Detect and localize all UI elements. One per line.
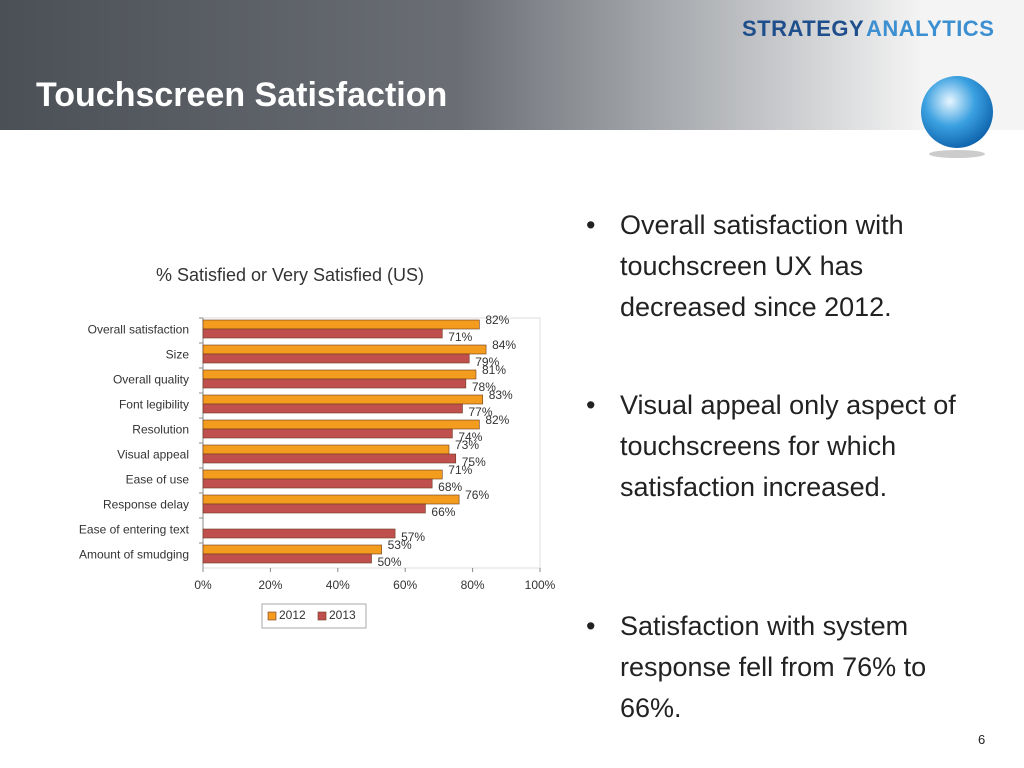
bar (202, 503, 426, 514)
y-tick-label: Response delay (103, 498, 189, 512)
data-label: 66% (431, 505, 455, 519)
header-band (0, 0, 1024, 130)
data-label: 84% (492, 338, 516, 352)
legend-label: 2013 (329, 608, 356, 622)
data-label: 76% (465, 488, 489, 502)
bar (202, 344, 487, 355)
globe (921, 76, 993, 158)
y-tick-label: Overall satisfaction (88, 323, 189, 337)
y-tick-label: Size (166, 348, 190, 362)
bar (202, 553, 372, 564)
x-tick-label: 40% (326, 578, 350, 592)
bullet-text: Satisfaction with system response fell f… (620, 611, 927, 723)
y-tick-label: Ease of entering text (79, 523, 190, 537)
bar (202, 453, 457, 464)
logo-text: STRATEGY (742, 16, 865, 41)
bar (202, 494, 460, 505)
y-tick-label: Overall quality (113, 373, 189, 387)
data-label: 50% (378, 555, 402, 569)
x-tick-label: 80% (461, 578, 485, 592)
bar (202, 428, 453, 439)
bullet-text: Visual appeal only aspect of touchscreen… (620, 390, 956, 502)
bar (202, 444, 450, 455)
x-tick-label: 0% (194, 578, 212, 592)
data-label: 53% (388, 538, 412, 552)
y-tick-label: Font legibility (119, 398, 189, 412)
bar (202, 319, 480, 330)
chart: % Satisfied or Very Satisfied (US) 0% 20%… (79, 265, 556, 629)
data-label: 71% (448, 463, 472, 477)
legend-label: 2012 (279, 608, 306, 622)
bullet-text: Overall satisfaction with touchscreen UX… (620, 210, 904, 322)
bar (202, 353, 470, 364)
legend-box (261, 603, 367, 629)
data-label: 75% (462, 455, 486, 469)
data-label: 81% (482, 363, 506, 377)
data-label: 82% (485, 413, 509, 427)
x-tick-label: 60% (393, 578, 417, 592)
y-tick-label: Amount of smudging (79, 548, 189, 562)
data-label: 68% (438, 480, 462, 494)
chart-title: % Satisfied or Very Satisfied (US) (156, 265, 424, 285)
legend-swatch (317, 611, 327, 621)
logo-text: ANALYTICS (866, 16, 995, 41)
data-label: 82% (485, 313, 509, 327)
bar (202, 544, 382, 555)
bar (202, 328, 443, 339)
bar (202, 369, 477, 380)
bar (202, 478, 433, 489)
data-label: 57% (401, 530, 425, 544)
data-label: 74% (458, 430, 482, 444)
bar (202, 394, 484, 405)
data-label: 73% (455, 438, 479, 452)
data-label: 77% (468, 405, 492, 419)
data-label: 79% (475, 355, 499, 369)
data-label: 71% (448, 330, 472, 344)
data-label: 78% (472, 380, 496, 394)
x-tick-label: 20% (258, 578, 282, 592)
y-tick-label: Resolution (132, 423, 189, 437)
bar (202, 528, 396, 539)
legend-swatch (267, 611, 277, 621)
x-tick-label: 100% (525, 578, 556, 592)
y-tick-label: Visual appeal (117, 448, 189, 462)
bar (202, 419, 480, 430)
data-label: 83% (489, 388, 513, 402)
y-tick-label: Ease of use (126, 473, 190, 487)
page-number: 6 (978, 732, 986, 747)
bar (202, 378, 467, 389)
bar (202, 469, 443, 480)
slide-title: Touchscreen Satisfaction (36, 76, 448, 114)
bar (202, 403, 463, 414)
